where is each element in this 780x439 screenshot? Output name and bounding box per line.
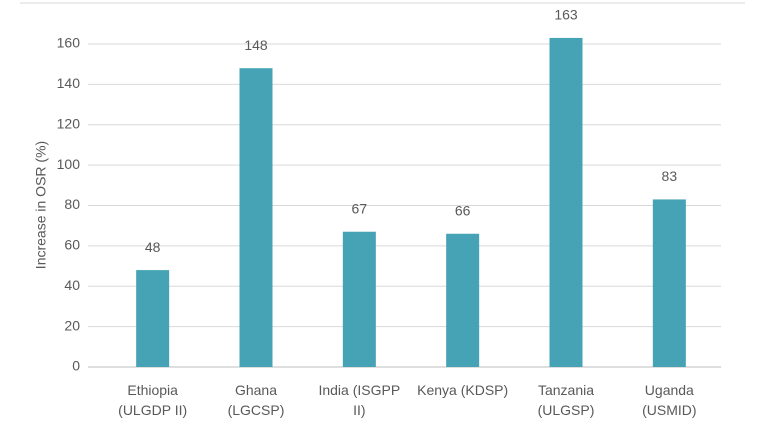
y-tick-label: 160 [57, 35, 81, 51]
x-tick-label: Ghana (LGCSP) [227, 382, 285, 418]
bar [342, 231, 376, 367]
bar [549, 37, 583, 367]
y-tick-label: 20 [64, 317, 80, 333]
x-tick-label: Kenya (KDSP) [417, 382, 509, 398]
y-axis-label: Increase in OSR (%) [33, 141, 49, 269]
data-label: 67 [352, 200, 368, 216]
x-tick-label: Ethiopia (ULGDP II) [118, 382, 188, 418]
bar [239, 68, 273, 368]
data-label: 66 [455, 202, 471, 218]
bar [136, 270, 170, 367]
y-tick-label: 100 [57, 156, 81, 172]
y-tick-label: 120 [57, 115, 81, 131]
x-tick-label: India (ISGPP II) [318, 382, 401, 418]
y-tick-label: 80 [64, 196, 80, 212]
data-label: 148 [244, 37, 268, 53]
bar [446, 233, 480, 367]
x-tick-label: Tanzania (ULGSP) [537, 382, 595, 418]
data-label: 83 [662, 168, 678, 184]
data-label: 48 [145, 239, 161, 255]
y-tick-label: 0 [72, 358, 80, 374]
y-tick-label: 40 [64, 277, 80, 293]
bar [652, 199, 686, 367]
y-tick-label: 60 [64, 237, 80, 253]
y-tick-label: 140 [57, 75, 81, 91]
x-tick-label: Uganda (USMID) [642, 382, 697, 418]
data-label: 163 [554, 7, 578, 23]
